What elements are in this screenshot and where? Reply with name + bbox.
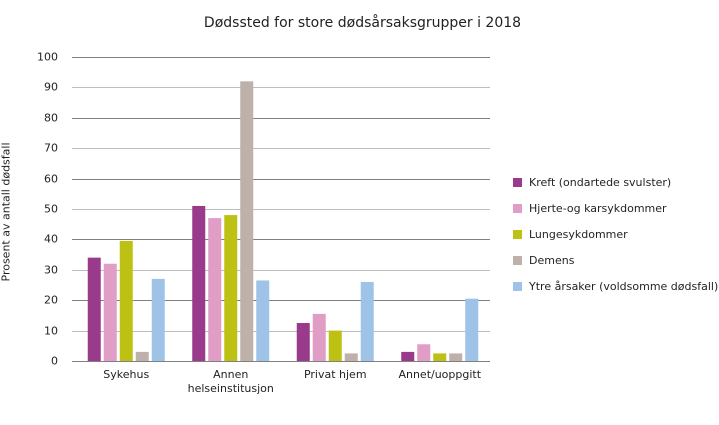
legend-label: Hjerte-og karsykdommer — [529, 201, 667, 215]
bar — [465, 298, 479, 361]
legend-item: Kreft (ondartede svulster) — [513, 169, 718, 195]
bar — [208, 218, 222, 361]
bar — [417, 344, 431, 361]
legend-item: Ytre årsaker (voldsomme dødsfall) — [513, 273, 718, 299]
bar — [328, 330, 342, 361]
y-tick-label: 60 — [44, 172, 58, 186]
bar — [449, 353, 463, 361]
y-tick-label: 30 — [44, 263, 58, 277]
legend-swatch — [513, 203, 522, 213]
bar — [296, 323, 310, 361]
y-tick-label: 0 — [51, 354, 58, 368]
bar — [401, 351, 415, 361]
bar — [312, 313, 326, 361]
bar — [192, 205, 206, 361]
bar — [256, 280, 270, 361]
bar — [360, 281, 374, 361]
legend-swatch — [513, 229, 522, 239]
bar — [119, 240, 133, 361]
legend-swatch — [513, 177, 522, 187]
x-tick-label-line: Annen — [213, 368, 249, 381]
legend-label: Demens — [529, 253, 575, 267]
legend: Kreft (ondartede svulster) Hjerte-og kars… — [513, 169, 718, 299]
x-tick-label-line: helseinstitusjon — [187, 382, 274, 395]
bar — [103, 263, 117, 361]
legend-item: Demens — [513, 247, 718, 273]
bar — [344, 353, 358, 361]
x-tick-label: Annen helseinstitusjon — [176, 368, 286, 396]
chart-title: Dødssted for store dødsårsaksgrupper i 2… — [203, 15, 522, 31]
legend-swatch — [513, 255, 522, 265]
bar — [240, 81, 254, 361]
bar — [433, 353, 447, 361]
y-tick-label: 20 — [44, 293, 58, 307]
y-tick-label: 100 — [37, 50, 58, 64]
bar — [135, 351, 149, 361]
y-tick-label: 70 — [44, 141, 58, 155]
y-tick-label: 40 — [44, 232, 58, 246]
y-tick-label: 90 — [44, 80, 58, 94]
x-tick-label-line: Annet/uoppgitt — [398, 368, 482, 381]
legend-label: Ytre årsaker (voldsomme dødsfall) — [529, 279, 719, 293]
x-tick-label: Privat hjem — [280, 368, 390, 382]
x-tick-label-line: Sykehus — [103, 368, 150, 381]
legend-swatch — [513, 281, 522, 291]
legend-label: Lungesykdommer — [529, 227, 628, 241]
x-tick-label: Annet/uoppgitt — [385, 368, 495, 382]
legend-item: Lungesykdommer — [513, 221, 718, 247]
legend-label: Kreft (ondartede svulster) — [529, 175, 672, 189]
y-tick-label: 80 — [44, 111, 58, 125]
bar — [87, 257, 101, 361]
bar — [151, 278, 165, 361]
bar — [224, 215, 238, 361]
x-tick-label: Sykehus — [71, 368, 181, 382]
legend-item: Hjerte-og karsykdommer — [513, 195, 718, 221]
x-tick-label-line: Privat hjem — [303, 368, 367, 381]
y-tick-label: 10 — [44, 324, 58, 338]
y-tick-label: 50 — [44, 202, 58, 216]
